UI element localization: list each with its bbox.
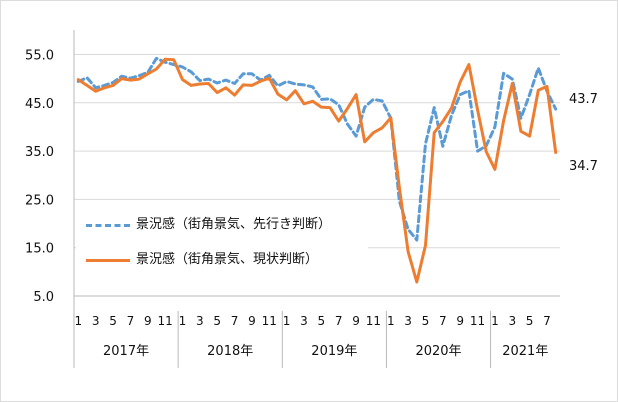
- x-tick-label: 7: [543, 314, 551, 328]
- x-tick-label: 5: [526, 314, 534, 328]
- x-tick-label: 5: [213, 314, 221, 328]
- x-tick-label: 3: [508, 314, 516, 328]
- y-tick-label: 35.0: [25, 145, 54, 160]
- series-forecast-line: [76, 56, 558, 242]
- x-tick-label: 3: [300, 314, 308, 328]
- x-tick-label: 3: [92, 314, 100, 328]
- x-tick-label: 9: [248, 314, 256, 328]
- x-year-label: 2018年: [207, 344, 253, 359]
- legend-swatch-forecast: [86, 224, 130, 227]
- legend-label-current: 景況感（街角景気、現状判断）: [136, 252, 319, 267]
- end-labels: 43.7 34.7: [569, 92, 598, 174]
- x-tick-label: 1: [491, 314, 499, 328]
- x-tick-label: 3: [196, 314, 204, 328]
- x-tick-label: 7: [439, 314, 447, 328]
- x-tick-label: 5: [318, 314, 326, 328]
- legend-swatch-current: [86, 259, 130, 262]
- x-tick-label: 9: [456, 314, 464, 328]
- y-tick-label: 15.0: [25, 242, 54, 257]
- y-tick-label: 25.0: [25, 193, 54, 208]
- series-current-line: [76, 57, 558, 284]
- x-tick-label: 1: [75, 314, 83, 328]
- x-tick-label: 7: [335, 314, 343, 328]
- x-tick-label: 1: [283, 314, 291, 328]
- x-tick-label: 7: [127, 314, 135, 328]
- x-tick-label: 7: [231, 314, 239, 328]
- end-label-current: 34.7: [569, 159, 598, 174]
- x-tick-label: 11: [470, 314, 485, 328]
- x-tick-label: 3: [404, 314, 412, 328]
- x-tick-label: 5: [109, 314, 117, 328]
- x-tick-label: 9: [352, 314, 360, 328]
- x-year-label: 2021年: [502, 344, 548, 359]
- x-year-label: 2017年: [103, 344, 149, 359]
- legend-label-forecast: 景況感（街角景気、先行き判断）: [136, 217, 332, 232]
- y-tick-label: 45.0: [25, 97, 54, 112]
- y-tick-label: 55.0: [25, 48, 54, 63]
- x-tick-label: 5: [422, 314, 430, 328]
- x-tick-label: 9: [144, 314, 152, 328]
- x-tick-label: 1: [387, 314, 395, 328]
- end-label-forecast: 43.7: [569, 92, 598, 107]
- x-tick-label: 11: [366, 314, 381, 328]
- y-axis: 5.0 15.0 25.0 35.0 45.0 55.0: [25, 48, 54, 305]
- series-lines: [76, 56, 558, 284]
- x-tick-label: 11: [157, 314, 172, 328]
- x-year-label: 2019年: [311, 344, 357, 359]
- legend: 景況感（街角景気、先行き判断） 景況感（街角景気、現状判断）: [76, 205, 368, 285]
- x-year-label: 2020年: [415, 344, 461, 359]
- x-tick-label: 11: [262, 314, 277, 328]
- x-tick-label: 1: [179, 314, 187, 328]
- y-tick-label: 5.0: [33, 290, 54, 305]
